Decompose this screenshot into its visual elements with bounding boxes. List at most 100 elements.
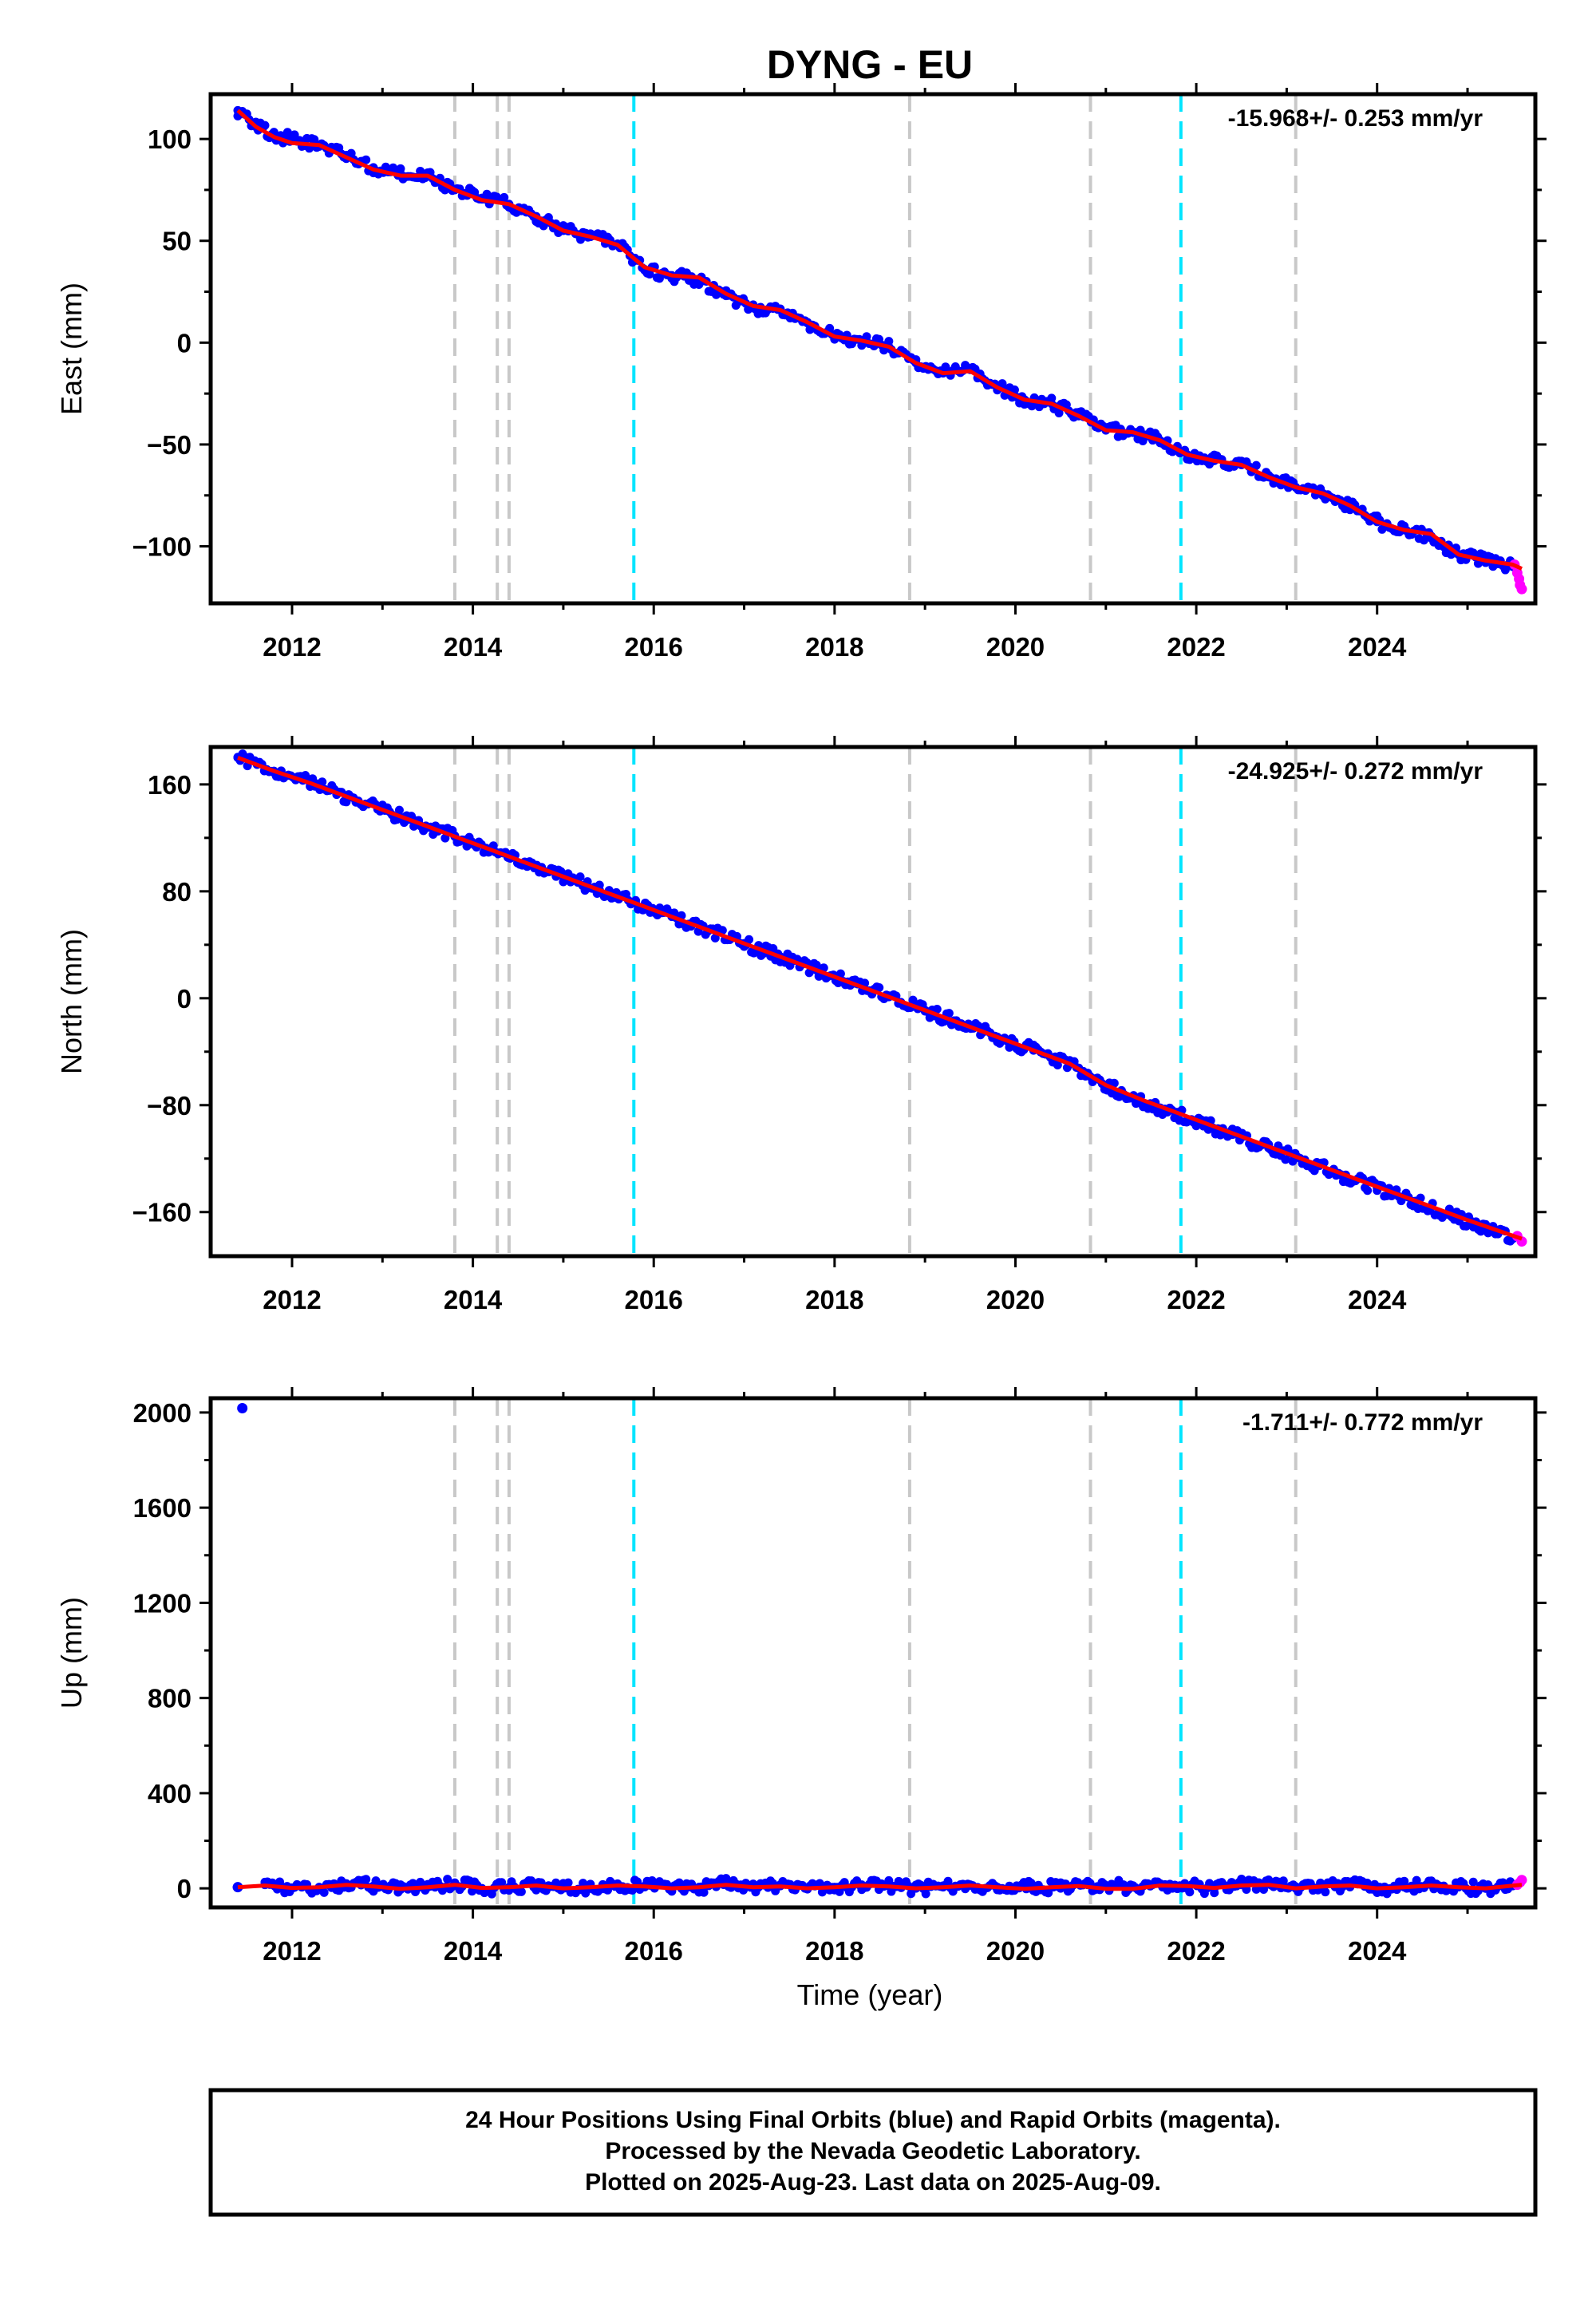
point-final-east bbox=[310, 135, 319, 144]
point-final-east bbox=[260, 121, 270, 130]
point-final-north bbox=[932, 1004, 942, 1014]
plot-area-east bbox=[233, 94, 1527, 603]
y-tick-label-north: −80 bbox=[147, 1091, 192, 1120]
footer-line-3: Plotted on 2025-Aug-23. Last data on 202… bbox=[585, 2169, 1161, 2195]
x-tick-label-east: 2020 bbox=[986, 632, 1045, 662]
panels: 100 50 0 −50 −100 2012 2014 2016 2018 2020 2022 202… bbox=[55, 83, 1547, 1966]
x-tick-label-up: 2020 bbox=[986, 1936, 1045, 1966]
y-axis-label-east: East (mm) bbox=[55, 283, 88, 415]
footer-line-2: Processed by the Nevada Geodetic Laborat… bbox=[605, 2138, 1140, 2164]
point-final-east bbox=[282, 128, 292, 137]
point-final-up bbox=[943, 1876, 953, 1886]
point-final-east bbox=[500, 192, 509, 202]
x-tick-label-east: 2024 bbox=[1348, 632, 1407, 662]
y-tick-label-east: 100 bbox=[148, 124, 192, 154]
point-rapid-east bbox=[1516, 583, 1527, 595]
y-tick-label-north: 80 bbox=[162, 877, 192, 907]
point-final-east bbox=[1054, 408, 1064, 417]
y-tick-label-east: 0 bbox=[177, 328, 192, 358]
x-tick-label-up: 2018 bbox=[805, 1936, 863, 1966]
x-tick-label-up: 2014 bbox=[444, 1936, 503, 1966]
point-final-east bbox=[1009, 385, 1019, 394]
figure-title: DYNG - EU bbox=[767, 42, 973, 87]
panel-up: 2000 1600 1200 800 400 0 2012 2014 2016 2018 2020 2… bbox=[55, 1387, 1547, 1966]
y-axis-label-up: Up (mm) bbox=[55, 1597, 88, 1709]
x-tick-label-east: 2022 bbox=[1167, 632, 1225, 662]
plot-area-up bbox=[232, 1398, 1527, 1907]
plot-frame-up bbox=[208, 1396, 1538, 1910]
x-tick-label-north: 2022 bbox=[1167, 1285, 1225, 1314]
x-tick-label-north: 2014 bbox=[444, 1285, 503, 1314]
y-tick-label-north: −160 bbox=[132, 1198, 192, 1227]
point-final-up bbox=[579, 1879, 588, 1888]
x-tick-label-up: 2012 bbox=[263, 1936, 321, 1966]
point-outlier-up bbox=[237, 1403, 248, 1414]
point-final-up bbox=[1278, 1876, 1288, 1886]
point-final-up bbox=[1259, 1885, 1269, 1895]
point-final-up bbox=[497, 1878, 507, 1887]
x-tick-label-north: 2016 bbox=[625, 1285, 683, 1314]
point-final-up bbox=[468, 1887, 477, 1896]
point-final-north bbox=[1005, 1042, 1014, 1052]
point-final-up bbox=[443, 1875, 452, 1884]
y-tick-label-up: 400 bbox=[148, 1779, 192, 1808]
plot-area-north bbox=[233, 747, 1527, 1256]
x-tick-label-east: 2016 bbox=[625, 632, 683, 662]
x-tick-label-up: 2024 bbox=[1348, 1936, 1407, 1966]
x-axis-label: Time (year) bbox=[797, 1978, 943, 2011]
y-axis-label-north: North (mm) bbox=[55, 929, 88, 1074]
model-fit-line-up bbox=[237, 1883, 1523, 1891]
plot-frame-north bbox=[208, 745, 1538, 1259]
point-final-up bbox=[1044, 1888, 1053, 1898]
rate-annotation-east: -15.968+/- 0.253 mm/yr bbox=[1228, 105, 1483, 132]
x-tick-label-up: 2022 bbox=[1167, 1936, 1225, 1966]
panel-north: 160 80 0 −80 −160 2012 2014 2016 2018 2020 2022 202… bbox=[55, 736, 1547, 1314]
point-final-north bbox=[318, 777, 327, 787]
x-tick-label-east: 2014 bbox=[444, 632, 503, 662]
x-tick-label-north: 2012 bbox=[263, 1285, 321, 1314]
point-final-north bbox=[804, 968, 814, 978]
point-final-up bbox=[361, 1875, 371, 1884]
point-final-north bbox=[1109, 1078, 1119, 1088]
y-tick-label-north: 160 bbox=[148, 770, 192, 800]
y-tick-label-up: 2000 bbox=[133, 1398, 192, 1428]
point-outlier-up bbox=[232, 1882, 243, 1893]
x-tick-label-north: 2020 bbox=[986, 1285, 1045, 1314]
point-final-east bbox=[416, 166, 425, 176]
point-final-up bbox=[1468, 1877, 1478, 1887]
point-final-north bbox=[944, 1009, 954, 1018]
point-final-north bbox=[1281, 1155, 1290, 1164]
point-final-east bbox=[361, 155, 371, 164]
y-tick-label-up: 1200 bbox=[133, 1588, 192, 1618]
y-tick-label-up: 0 bbox=[177, 1874, 192, 1903]
point-final-north bbox=[1363, 1186, 1373, 1196]
rate-annotation-up: -1.711+/- 0.772 mm/yr bbox=[1242, 1409, 1483, 1436]
x-tick-label-up: 2016 bbox=[625, 1936, 683, 1966]
point-final-up bbox=[921, 1889, 930, 1899]
y-tick-label-east: −50 bbox=[147, 430, 192, 460]
model-fit-line-east bbox=[236, 109, 1523, 571]
y-tick-label-east: 50 bbox=[162, 227, 192, 256]
model-fit-line-north bbox=[237, 756, 1523, 1241]
x-tick-label-north: 2018 bbox=[805, 1285, 863, 1314]
footer-line-1: 24 Hour Positions Using Final Orbits (bl… bbox=[465, 2107, 1281, 2133]
point-final-east bbox=[1419, 536, 1428, 545]
point-final-north bbox=[575, 872, 585, 882]
rate-annotation-north: -24.925+/- 0.272 mm/yr bbox=[1228, 758, 1483, 785]
point-final-north bbox=[836, 969, 845, 978]
point-final-north bbox=[710, 933, 720, 943]
panel-east: 100 50 0 −50 −100 2012 2014 2016 2018 2020 2022 202… bbox=[55, 83, 1547, 662]
point-final-east bbox=[1251, 460, 1261, 470]
y-tick-label-up: 800 bbox=[148, 1684, 192, 1713]
y-tick-label-up: 1600 bbox=[133, 1493, 192, 1523]
point-final-north bbox=[875, 982, 884, 992]
point-rapid-up bbox=[1516, 1875, 1527, 1886]
footer-box: 24 Hour Positions Using Final Orbits (bl… bbox=[208, 2088, 1538, 2217]
y-tick-label-north: 0 bbox=[177, 984, 192, 1014]
x-tick-label-east: 2012 bbox=[263, 632, 321, 662]
point-final-east bbox=[576, 235, 586, 244]
y-tick-label-east: −100 bbox=[132, 532, 192, 562]
plot-frame-east bbox=[208, 92, 1538, 606]
x-tick-label-east: 2018 bbox=[805, 632, 863, 662]
